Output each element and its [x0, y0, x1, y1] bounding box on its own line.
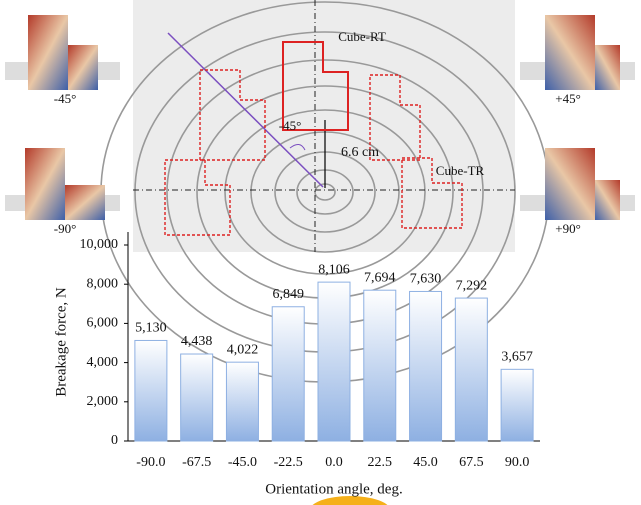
x-tick-label: -90.0: [136, 455, 165, 470]
x-tick-label: -45.0: [228, 455, 257, 470]
y-tick-label: 8,000: [87, 276, 119, 291]
bar: [317, 281, 351, 442]
decoration: [312, 496, 388, 505]
annotation: -45°: [54, 91, 77, 106]
y-tick-label: 0: [111, 433, 118, 448]
x-tick-label: -67.5: [182, 455, 211, 470]
x-tick-label: 67.5: [459, 455, 484, 470]
bar: [134, 339, 168, 442]
annotation: +45°: [555, 91, 581, 106]
y-tick-label: 4,000: [87, 355, 119, 370]
bar: [363, 289, 397, 442]
x-tick-label: 0.0: [325, 455, 343, 470]
value-label: 4,438: [181, 334, 213, 349]
value-label: 6,849: [272, 287, 304, 302]
value-label: 8,106: [318, 262, 350, 277]
value-label: 7,292: [456, 278, 488, 293]
bar: [271, 306, 305, 442]
annotation: 6.6 cm: [341, 145, 379, 160]
bar: [180, 353, 214, 442]
annotation: -45°: [279, 118, 302, 133]
annotation: +90°: [555, 221, 581, 236]
value-label: 5,130: [135, 321, 167, 336]
cube-images: [5, 15, 635, 220]
y-tick-label: 2,000: [87, 394, 119, 409]
value-label: 7,630: [410, 272, 442, 287]
x-tick-label: -22.5: [274, 455, 303, 470]
value-label: 4,022: [227, 342, 259, 357]
x-tick-label: 90.0: [505, 455, 530, 470]
value-label: 7,694: [364, 270, 396, 285]
value-label: 3,657: [501, 350, 533, 365]
bar: [409, 290, 443, 442]
annotation: Cube-RT: [338, 29, 386, 44]
y-tick-label: 10,000: [80, 237, 119, 252]
bar: [225, 361, 259, 442]
annotation: Cube-TR: [436, 163, 485, 178]
bar: [500, 368, 534, 442]
annotation: -90°: [54, 221, 77, 236]
x-tick-label: 22.5: [368, 455, 393, 470]
x-tick-label: 45.0: [413, 455, 438, 470]
y-axis-title: Breakage force, N: [53, 287, 69, 397]
bar: [454, 297, 488, 442]
x-axis-title: Orientation angle, deg.: [265, 481, 402, 497]
y-tick-label: 6,000: [87, 316, 119, 331]
